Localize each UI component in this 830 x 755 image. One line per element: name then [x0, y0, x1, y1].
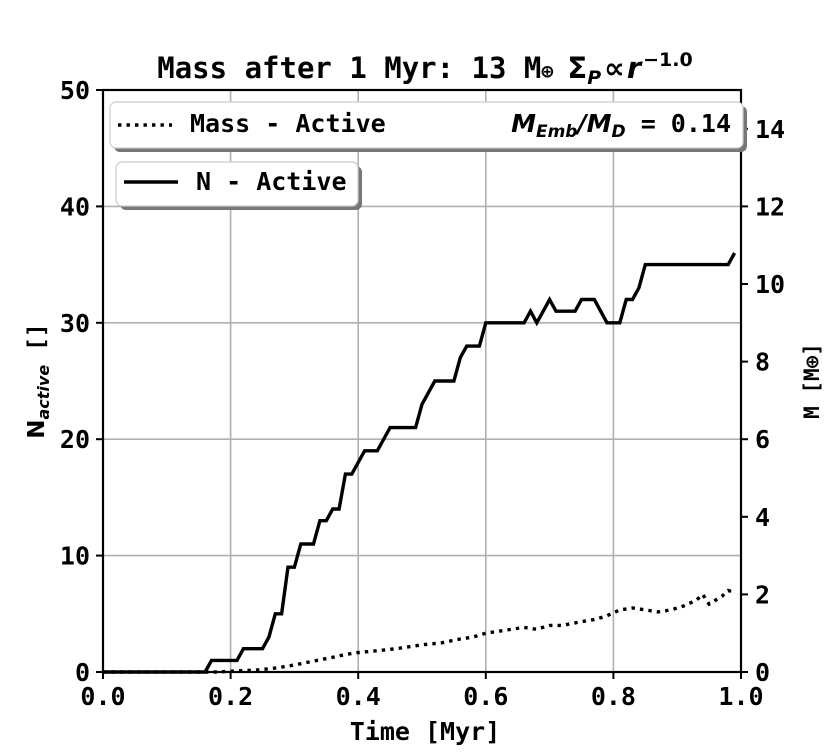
legend-mass: Mass - Active MEmb/MD = 0.14	[109, 101, 747, 152]
legend-mass-label: Mass - Active	[190, 109, 386, 138]
x-tick-label: 0.4	[336, 682, 381, 711]
legend-n-label: N - Active	[196, 167, 347, 196]
y-left-axis-label: Nactive []	[24, 323, 53, 439]
y-right-axis-label: M [M⊕]	[800, 343, 824, 419]
legend-n: N - Active	[115, 161, 362, 210]
y-left-tick-label: 10	[60, 542, 90, 571]
x-tick-label: 1.0	[718, 682, 763, 711]
y-right-tick-label: 12	[755, 192, 785, 221]
y-right-tick-label: 6	[755, 425, 770, 454]
y-left-tick-label: 30	[60, 309, 90, 338]
plot-frame	[101, 88, 743, 674]
y-left-tick-label: 20	[60, 425, 90, 454]
legend-n-box	[115, 161, 359, 207]
x-tick-label: 0.2	[208, 682, 253, 711]
y-left-tick-label: 40	[60, 192, 90, 221]
legend-mass-box	[109, 101, 744, 149]
series-n-active-line	[103, 252, 737, 674]
x-axis-label: Time [Myr]	[350, 717, 501, 746]
series-layer	[103, 252, 737, 674]
y-right-tick-label: 2	[755, 580, 770, 609]
x-tick-label: 0.6	[463, 682, 508, 711]
y-right-tick-label: 8	[755, 348, 770, 377]
x-tick-label: 0.0	[80, 682, 125, 711]
y-right-tick-label: 14	[755, 115, 785, 144]
chart-title: Mass after 1 Myr: 13 M⊕ ΣP ∝r −1.0	[157, 49, 692, 89]
series-mass-active-line	[103, 588, 736, 674]
y-right-tick-label: 4	[755, 503, 770, 532]
y-left-tick-label: 0	[75, 658, 90, 687]
legend-mass-ratio: MEmb/MD = 0.14	[511, 109, 731, 142]
y-left-tick-label: 50	[60, 76, 90, 105]
earth-symbol-icon: ⊕	[541, 59, 553, 83]
y-right-tick-label: 10	[755, 270, 785, 299]
y-right-tick-label: 0	[755, 658, 770, 687]
x-tick-label: 0.8	[591, 682, 636, 711]
